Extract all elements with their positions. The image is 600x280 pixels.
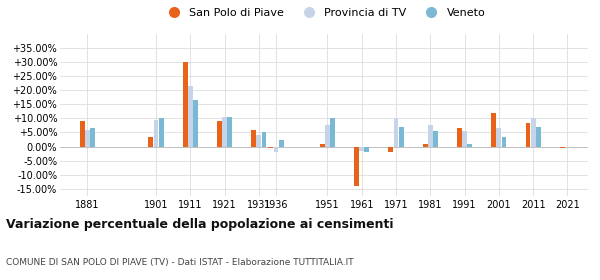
Bar bbox=[251, 130, 256, 146]
Bar bbox=[227, 117, 232, 146]
Bar bbox=[85, 130, 90, 146]
Bar bbox=[159, 118, 164, 146]
Bar bbox=[531, 118, 536, 146]
Bar bbox=[428, 125, 433, 146]
Bar bbox=[188, 86, 193, 146]
Text: Variazione percentuale della popolazione ai censimenti: Variazione percentuale della popolazione… bbox=[6, 218, 394, 231]
Bar bbox=[526, 123, 530, 146]
Bar bbox=[193, 100, 198, 146]
Bar bbox=[90, 128, 95, 146]
Bar bbox=[433, 131, 438, 146]
Bar bbox=[325, 125, 330, 146]
Bar bbox=[457, 128, 462, 146]
Legend: San Polo di Piave, Provincia di TV, Veneto: San Polo di Piave, Provincia di TV, Vene… bbox=[158, 3, 490, 22]
Bar bbox=[268, 146, 273, 148]
Bar bbox=[560, 146, 565, 148]
Bar bbox=[394, 118, 398, 146]
Bar bbox=[217, 121, 222, 146]
Bar bbox=[222, 117, 227, 146]
Bar bbox=[491, 113, 496, 146]
Bar bbox=[364, 146, 369, 152]
Bar bbox=[330, 118, 335, 146]
Bar bbox=[274, 146, 278, 152]
Bar bbox=[496, 128, 501, 146]
Bar bbox=[154, 120, 158, 146]
Bar bbox=[183, 62, 188, 146]
Bar bbox=[80, 121, 85, 146]
Bar bbox=[462, 131, 467, 146]
Text: COMUNE DI SAN POLO DI PIAVE (TV) - Dati ISTAT - Elaborazione TUTTITALIA.IT: COMUNE DI SAN POLO DI PIAVE (TV) - Dati … bbox=[6, 258, 353, 267]
Bar bbox=[359, 146, 364, 151]
Bar bbox=[388, 146, 393, 152]
Bar bbox=[354, 146, 359, 186]
Bar bbox=[399, 127, 404, 146]
Bar bbox=[536, 127, 541, 146]
Bar bbox=[423, 144, 428, 146]
Bar bbox=[262, 132, 266, 146]
Bar bbox=[320, 144, 325, 146]
Bar bbox=[256, 135, 261, 146]
Bar bbox=[279, 139, 284, 146]
Bar bbox=[502, 137, 506, 146]
Bar bbox=[148, 137, 153, 146]
Bar bbox=[467, 144, 472, 146]
